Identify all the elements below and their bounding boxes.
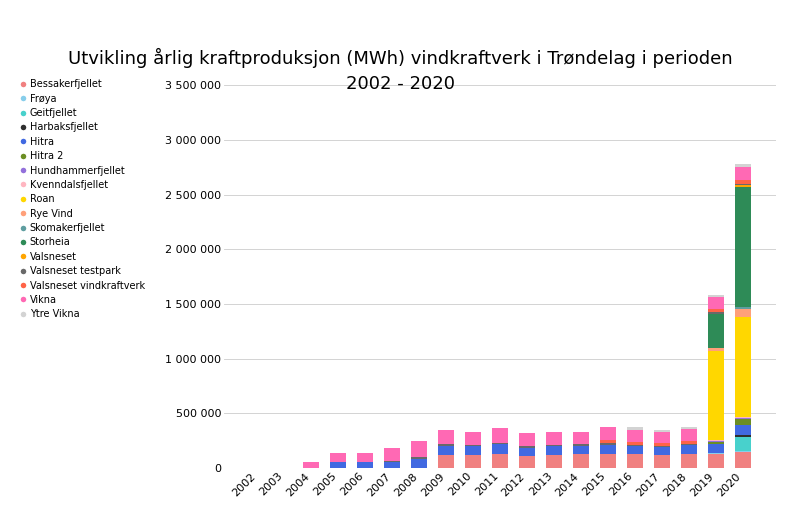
Bar xyxy=(384,462,400,468)
Bar xyxy=(708,297,724,309)
Bar xyxy=(708,295,724,297)
Bar xyxy=(708,347,724,348)
Bar xyxy=(708,348,724,351)
Bar xyxy=(465,445,481,446)
Bar xyxy=(654,443,670,446)
Bar xyxy=(492,428,508,443)
Bar xyxy=(734,180,751,184)
Bar xyxy=(465,446,481,455)
Bar xyxy=(681,441,697,444)
Bar xyxy=(519,456,535,468)
Bar xyxy=(734,164,751,167)
Bar xyxy=(627,454,643,468)
Bar xyxy=(492,454,508,468)
Bar xyxy=(357,462,373,468)
Bar xyxy=(627,446,643,454)
Bar xyxy=(438,455,454,468)
Bar xyxy=(492,443,508,444)
Bar xyxy=(708,444,724,453)
Bar xyxy=(357,453,373,462)
Bar xyxy=(734,417,751,418)
Bar xyxy=(573,444,589,446)
Bar xyxy=(734,418,751,419)
Bar xyxy=(600,454,616,468)
Bar xyxy=(708,351,724,440)
Bar xyxy=(734,437,751,451)
Bar xyxy=(734,425,751,435)
Bar xyxy=(681,444,697,445)
Bar xyxy=(546,455,562,468)
Bar xyxy=(734,184,751,185)
Bar xyxy=(384,448,400,461)
Bar xyxy=(654,432,670,443)
Bar xyxy=(465,432,481,445)
Bar xyxy=(573,446,589,454)
Bar xyxy=(681,429,697,441)
Bar xyxy=(734,185,751,187)
Bar xyxy=(681,427,697,429)
Bar xyxy=(654,430,670,432)
Bar xyxy=(734,167,751,180)
Bar xyxy=(734,317,751,417)
Bar xyxy=(734,435,751,437)
Bar xyxy=(654,446,670,447)
Text: Utvikling årlig kraftproduksjon (MWh) vindkraftverk i Trøndelag i perioden
2002 : Utvikling årlig kraftproduksjon (MWh) vi… xyxy=(68,48,732,93)
Bar xyxy=(519,446,535,447)
Bar xyxy=(708,441,724,442)
Bar xyxy=(411,457,427,459)
Bar xyxy=(708,309,724,312)
Bar xyxy=(734,187,751,307)
Bar xyxy=(546,432,562,445)
Bar xyxy=(681,445,697,454)
Bar xyxy=(546,446,562,455)
Bar xyxy=(600,427,616,440)
Bar xyxy=(627,445,643,446)
Bar xyxy=(734,419,751,425)
Bar xyxy=(519,434,535,446)
Legend: Bessakerfjellet, Frøya, Geitfjellet, Harbaksfjellet, Hitra, Hitra 2, Hundhammerf: Bessakerfjellet, Frøya, Geitfjellet, Har… xyxy=(21,79,145,319)
Bar xyxy=(708,312,724,314)
Bar xyxy=(734,309,751,317)
Bar xyxy=(330,453,346,462)
Bar xyxy=(303,462,319,468)
Bar xyxy=(654,447,670,455)
Bar xyxy=(627,442,643,445)
Bar xyxy=(627,430,643,442)
Bar xyxy=(708,453,724,454)
Bar xyxy=(573,432,589,444)
Bar xyxy=(438,446,454,455)
Bar xyxy=(465,455,481,468)
Bar xyxy=(708,440,724,441)
Bar xyxy=(573,454,589,468)
Bar xyxy=(708,454,724,468)
Bar xyxy=(600,440,616,443)
Bar xyxy=(411,459,427,468)
Bar xyxy=(627,427,643,430)
Bar xyxy=(438,444,454,446)
Bar xyxy=(600,443,616,445)
Bar xyxy=(734,307,751,309)
Bar xyxy=(411,442,427,457)
Bar xyxy=(600,445,616,454)
Bar xyxy=(708,442,724,444)
Bar xyxy=(438,430,454,444)
Bar xyxy=(519,447,535,456)
Bar xyxy=(654,455,670,468)
Bar xyxy=(708,314,724,347)
Bar xyxy=(681,454,697,468)
Bar xyxy=(546,445,562,446)
Bar xyxy=(492,444,508,454)
Bar xyxy=(330,462,346,468)
Bar xyxy=(734,451,751,452)
Bar xyxy=(384,461,400,462)
Bar xyxy=(734,452,751,468)
